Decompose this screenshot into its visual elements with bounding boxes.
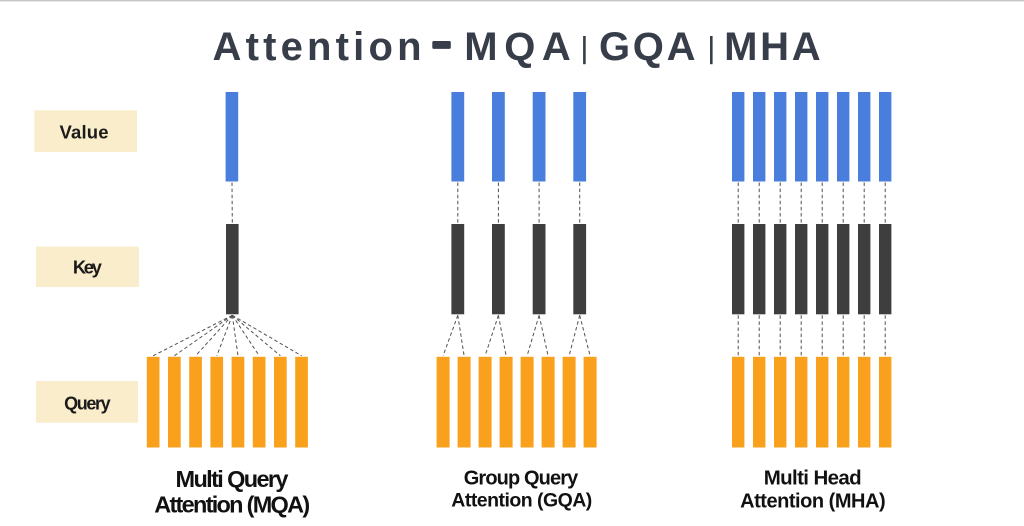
svg-text:Query: Query (64, 394, 111, 414)
svg-text:Attention: Attention (213, 25, 422, 69)
svg-text:Multi Head: Multi Head (764, 466, 862, 489)
svg-text:Attention (MQA): Attention (MQA) (154, 491, 310, 517)
svg-text:Attention (MHA): Attention (MHA) (740, 491, 886, 513)
svg-text:Attention (GQA): Attention (GQA) (451, 490, 592, 512)
svg-text:Multi Query: Multi Query (176, 466, 289, 492)
svg-text:Value: Value (60, 122, 109, 143)
svg-text:Key: Key (73, 257, 103, 278)
svg-text:MQA: MQA (464, 25, 571, 69)
svg-text:Group Query: Group Query (464, 467, 579, 489)
svg-text:GQA: GQA (599, 25, 696, 69)
svg-text:MHA: MHA (724, 25, 821, 69)
